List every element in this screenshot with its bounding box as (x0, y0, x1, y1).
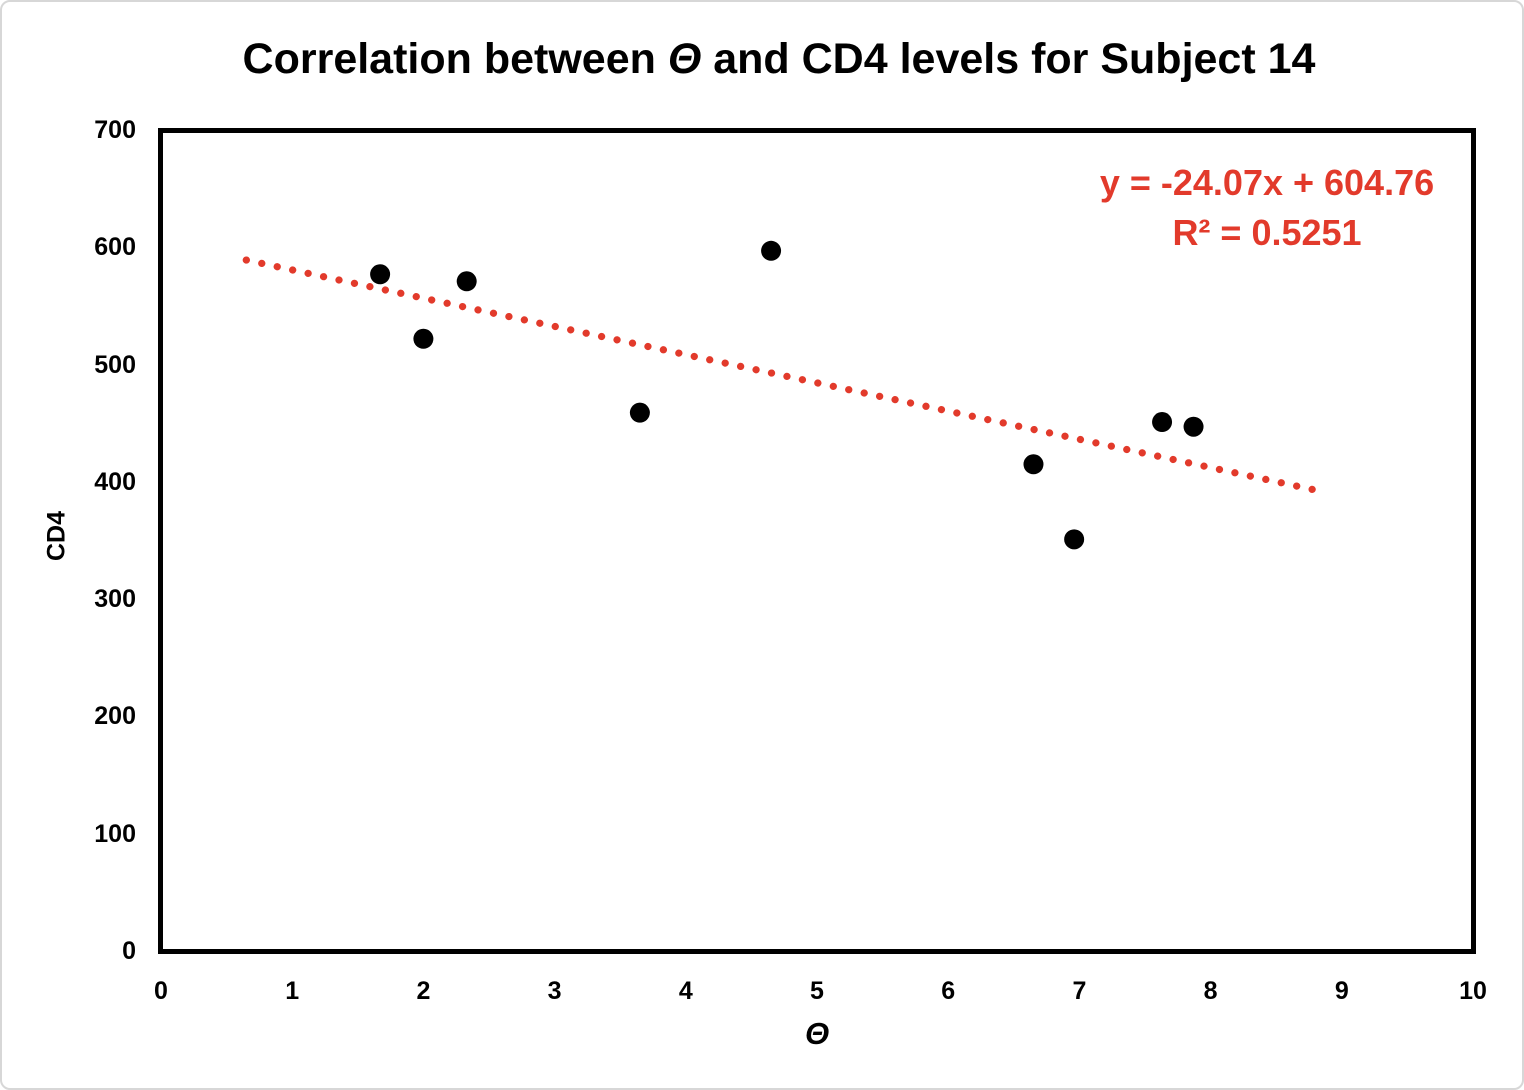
data-point (1023, 454, 1044, 475)
trendline (242, 256, 1322, 495)
data-point (1183, 416, 1204, 437)
x-axis-tick-label: 6 (941, 977, 956, 1005)
x-axis-title: Θ (804, 1016, 830, 1051)
trendline-r-squared: R² = 0.5251 (1172, 212, 1362, 253)
x-axis-tick-label: 4 (678, 977, 693, 1005)
x-axis-tick-label: 8 (1203, 977, 1218, 1005)
y-axis-tick-label: 200 (94, 702, 136, 731)
data-point (1064, 529, 1085, 550)
x-axis-tick-label: 5 (810, 977, 824, 1005)
data-point (456, 271, 477, 292)
x-axis-tick-label: 7 (1072, 977, 1087, 1005)
x-axis-tick-label: 1 (285, 977, 300, 1005)
y-axis-tick-label: 400 (94, 467, 136, 496)
chart-title-prefix: Correlation between (242, 35, 668, 83)
plot-area (242, 240, 1322, 550)
y-axis-tick-label: 600 (94, 233, 136, 262)
y-axis-tick-label: 300 (94, 585, 136, 614)
y-axis-tick-label: 0 (122, 937, 136, 965)
trendline-equation: y = -24.07x + 604.76 (1099, 162, 1435, 203)
x-axis-tick-label: 0 (154, 977, 168, 1005)
data-point (761, 240, 782, 261)
x-axis-tick-label: 3 (547, 977, 562, 1005)
chart-title-theta: Θ (667, 35, 702, 83)
x-axis-tick-label: 10 (1459, 977, 1487, 1005)
y-axis-tick-label: 700 (94, 116, 136, 144)
y-axis-title: CD4 (42, 510, 71, 562)
y-axis-tick-label: 500 (94, 350, 136, 379)
chart-title: Correlation between Θ and CD4 levels for… (2, 30, 1522, 88)
y-axis-tick-label: 100 (94, 819, 136, 848)
chart-title-suffix: and CD4 levels for Subject 14 (701, 35, 1316, 83)
data-point (629, 402, 650, 423)
data-point (370, 264, 391, 285)
trendline-equation-block: y = -24.07x + 604.76 R² = 0.5251 (1077, 158, 1457, 258)
data-point (413, 328, 434, 349)
data-point (1152, 412, 1173, 433)
x-axis-tick-label: 9 (1334, 977, 1349, 1005)
x-axis-tick-label: 2 (416, 977, 431, 1005)
